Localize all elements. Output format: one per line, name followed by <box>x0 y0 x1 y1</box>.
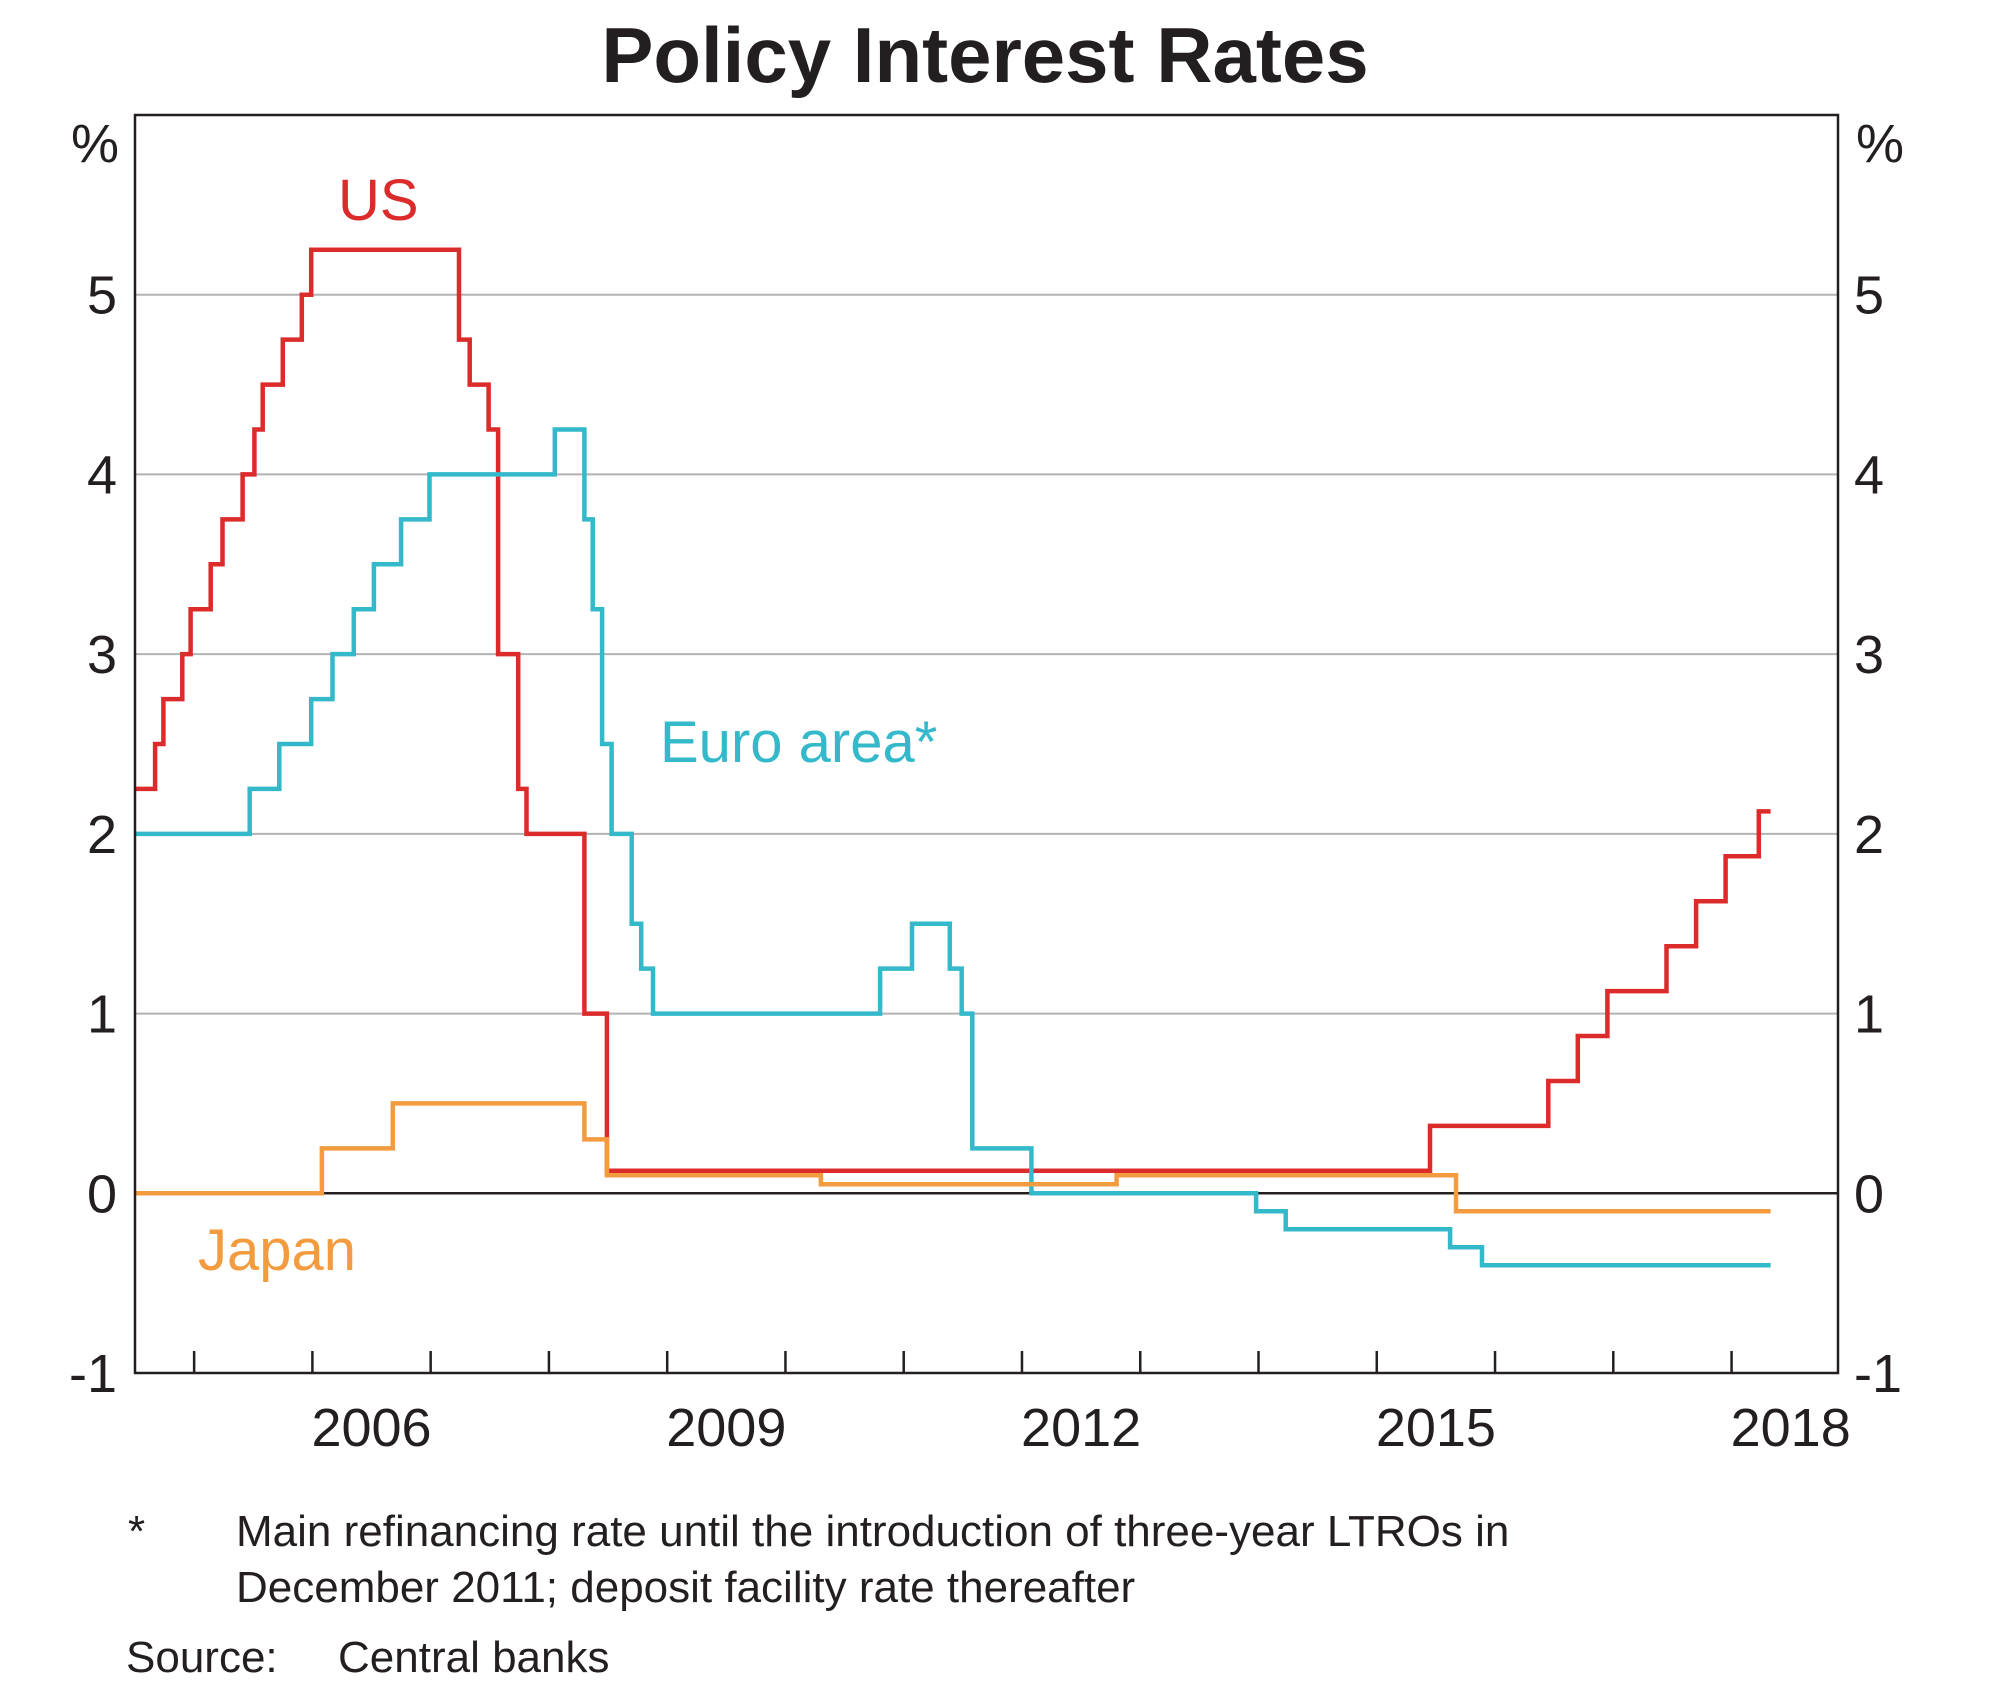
series-line-japan <box>135 1101 1771 1214</box>
series-label-us: US <box>338 168 419 233</box>
y-unit-right: % <box>1856 114 1904 174</box>
y-tick-label-left: 1 <box>87 985 117 1045</box>
y-tick-label-right: 0 <box>1854 1164 1884 1224</box>
footnote-star-line-2: December 2011; deposit facility rate the… <box>236 1563 1136 1612</box>
y-tick-label-right: 2 <box>1854 805 1884 865</box>
y-tick-label-left: -1 <box>69 1344 117 1404</box>
x-tick-label: 2006 <box>311 1398 431 1458</box>
series-line-euro-area <box>135 427 1771 1268</box>
gridlines <box>135 293 1838 1015</box>
series-label-japan: Japan <box>198 1218 356 1283</box>
y-tick-label-left: 2 <box>87 805 117 865</box>
y-tick-label-left: 3 <box>87 625 117 685</box>
y-tick-label-left: 5 <box>87 266 117 326</box>
footnote-source-label: Source: <box>126 1633 278 1682</box>
series-label-euro-area: Euro area* <box>660 710 937 775</box>
x-tick-label: 2012 <box>1021 1398 1141 1458</box>
y-tick-label-right: 1 <box>1854 985 1884 1045</box>
y-axis-labels: 5 5 4 4 3 3 2 2 1 1 0 0 -1 -1%% <box>69 114 1904 1404</box>
y-tick-label-right: 5 <box>1854 266 1884 326</box>
series-line-us <box>135 247 1771 1174</box>
y-unit-left: % <box>71 114 119 174</box>
footnote-source-text: Central banks <box>338 1633 610 1682</box>
y-tick-label-left: 4 <box>87 445 117 505</box>
y-tick-label-left: 0 <box>87 1164 117 1224</box>
y-tick-label-right: -1 <box>1854 1344 1902 1404</box>
plot-frame <box>133 113 1840 1375</box>
x-tick-label: 2009 <box>666 1398 786 1458</box>
chart-title: Policy Interest Rates <box>601 11 1368 99</box>
x-tick-label: 2018 <box>1731 1398 1851 1458</box>
series-lines <box>135 247 1771 1268</box>
series-labels: US Euro area* Japan <box>198 168 937 1283</box>
x-axis-ticks: 2006 2009 2012 2015 2018 <box>192 1351 1851 1458</box>
y-tick-label-right: 4 <box>1854 445 1884 505</box>
footnote-star-line-1: Main refinancing rate until the introduc… <box>236 1507 1510 1556</box>
footnote-star-marker: * <box>128 1507 146 1556</box>
y-tick-label-right: 3 <box>1854 625 1884 685</box>
x-tick-label: 2015 <box>1376 1398 1496 1458</box>
